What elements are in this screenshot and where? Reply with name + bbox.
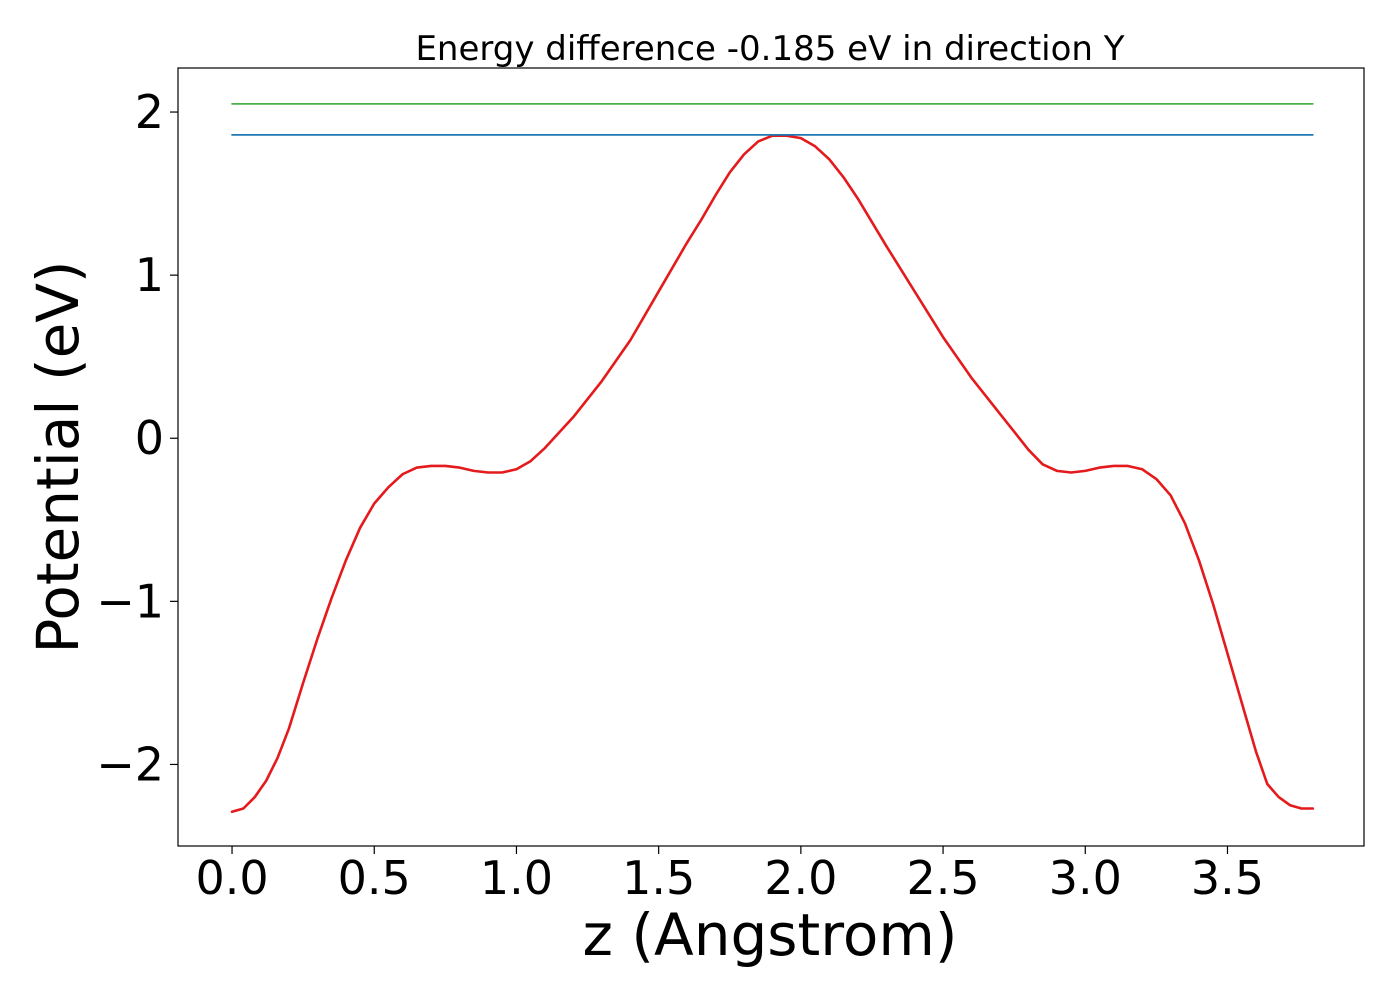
x-tick-label: 2.5 — [906, 851, 979, 905]
x-tick-label: 3.5 — [1191, 851, 1264, 905]
plot-frame — [177, 67, 1365, 847]
x-axis-label: z (Angstrom) — [583, 901, 958, 969]
x-tick-label: 1.0 — [480, 851, 553, 905]
x-tick-label: 0.5 — [338, 851, 411, 905]
series-layer — [230, 102, 1315, 814]
y-tick-label: 2 — [135, 85, 164, 139]
x-axis: 0.0 0.5 1.0 1.5 2.0 2.5 3.0 3.5 — [195, 846, 1264, 905]
y-tick-label: 1 — [135, 248, 164, 302]
y-axis: −2 −1 0 1 2 — [96, 85, 178, 791]
x-tick-label: 0.0 — [195, 851, 268, 905]
y-tick-label: −1 — [96, 574, 164, 628]
y-tick-label: 0 — [135, 411, 164, 465]
x-tick-label: 1.5 — [622, 851, 695, 905]
y-tick-label: −2 — [96, 737, 164, 791]
x-tick-label: 2.0 — [764, 851, 837, 905]
series-line-0 — [230, 134, 1315, 814]
y-axis-label: Potential (eV) — [24, 260, 92, 653]
x-tick-label: 3.0 — [1049, 851, 1122, 905]
chart-title: Energy difference -0.185 eV in direction… — [415, 29, 1124, 69]
